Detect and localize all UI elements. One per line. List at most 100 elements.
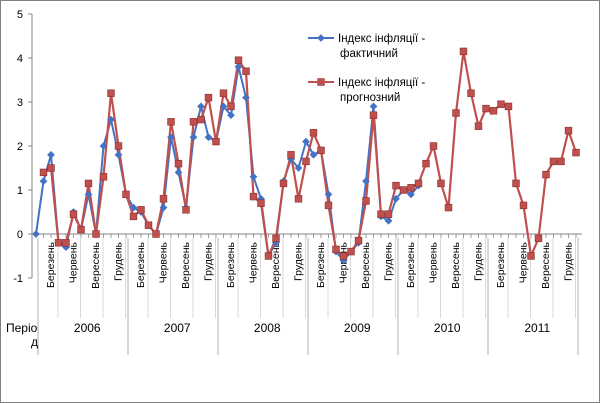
legend-label-0-line2: фактичний <box>340 48 398 60</box>
series-1-point-53 <box>429 142 438 150</box>
month-label: Вересень <box>90 241 102 288</box>
month-label: Березень <box>135 241 147 288</box>
series-1-point-7 <box>84 179 93 188</box>
series-0-point-0 <box>32 230 40 238</box>
series-1-point-10 <box>107 89 115 97</box>
series-1-point-19 <box>174 159 183 168</box>
series-1-point-63 <box>504 102 513 111</box>
series-0-point-23 <box>204 133 213 142</box>
series-0-point-7 <box>84 190 93 199</box>
month-label: Грудень <box>563 241 575 280</box>
series-1-point-39 <box>324 201 333 210</box>
series-1-point-49 <box>399 186 408 194</box>
x-axis-title-line1: Періо <box>6 321 38 335</box>
series-1-point-35 <box>294 195 303 203</box>
year-label: 2007 <box>164 321 191 335</box>
series-1-point-67 <box>534 234 543 243</box>
series-0-point-27 <box>234 62 243 71</box>
series-1-point-15 <box>144 221 153 229</box>
legend-label-0-line1: Індекс інфляції - <box>338 33 425 45</box>
month-label: Червень <box>158 241 170 283</box>
y-tick-label: 3 <box>17 97 23 109</box>
year-label: 2010 <box>434 321 461 335</box>
series-1-point-40 <box>332 245 340 254</box>
series-1-point-66 <box>527 252 535 260</box>
series-0-point-36 <box>302 137 310 146</box>
series-1-point-3 <box>54 239 63 247</box>
series-1-point-69 <box>549 157 558 166</box>
series-0-point-39 <box>324 190 333 199</box>
series-1-point-47 <box>384 210 393 218</box>
series-1-point-24 <box>212 137 220 146</box>
series-1-point-71 <box>564 126 573 135</box>
series-1-point-58 <box>467 89 475 97</box>
series-1-point-14 <box>137 206 145 214</box>
series-0-point-17 <box>159 203 168 212</box>
y-tick-label: 1 <box>17 185 23 197</box>
series-1-point-18 <box>167 118 175 126</box>
series-1-point-13 <box>129 212 138 221</box>
series-0-point-11 <box>114 150 123 159</box>
month-label: Червень <box>248 241 260 283</box>
series-1-point-59 <box>474 122 483 130</box>
series-1-point-41 <box>339 252 348 260</box>
year-label: 2011 <box>524 321 550 335</box>
series-1-point-32 <box>272 234 280 243</box>
series-1-point-72 <box>572 148 580 157</box>
legend-label-1-line2: прогнозний <box>340 92 400 104</box>
axes-layer: -1 0 1 2 3 4 5 Березень Червень Вересень Грудень 20… <box>6 9 582 355</box>
series-0-point-50 <box>407 190 415 199</box>
series-1-point-60 <box>482 104 490 113</box>
series-layer <box>32 34 580 265</box>
y-tick-label: 2 <box>17 141 23 153</box>
series-1-point-1 <box>39 168 48 177</box>
series-1-point-51 <box>414 179 423 188</box>
series-0-point-35 <box>294 164 303 172</box>
series-0-point-48 <box>392 194 400 203</box>
series-1-point-4 <box>62 239 70 247</box>
series-0-point-37 <box>309 150 318 159</box>
month-label: Грудень <box>473 241 485 280</box>
series-1-point-34 <box>287 151 295 159</box>
series-1-point-6 <box>77 225 85 234</box>
series-1-point-2 <box>47 164 55 172</box>
month-label: Червень <box>68 241 80 283</box>
series-1-point-48 <box>392 181 400 190</box>
series-1-point-21 <box>189 118 198 126</box>
series-1-point-61 <box>489 107 498 115</box>
series-1-point-22 <box>197 115 205 124</box>
month-label: Грудень <box>293 241 305 280</box>
x-axis-title-line2: д <box>31 335 38 349</box>
month-label: Червень <box>518 241 530 283</box>
series-1-point-56 <box>452 109 460 117</box>
series-1-point-70 <box>557 157 565 166</box>
series-1-point-42 <box>347 247 355 256</box>
series-1-point-45 <box>369 111 378 119</box>
month-label: Вересень <box>450 241 462 288</box>
series-1-point-57 <box>459 47 468 56</box>
month-label: Червень <box>428 241 440 283</box>
series-0-point-26 <box>227 111 235 120</box>
month-label: Грудень <box>113 241 125 280</box>
series-1-point-25 <box>219 89 228 97</box>
legend-label-0: Індекс інфляції - фактичний <box>338 33 425 60</box>
series-1-point-28 <box>242 67 250 75</box>
year-label: 2009 <box>344 321 371 335</box>
series-1-point-5 <box>69 210 78 218</box>
series-0-point-44 <box>362 177 370 186</box>
series-1-point-9 <box>99 173 108 181</box>
month-label: Вересень <box>180 241 192 288</box>
series-1-point-11 <box>114 142 123 150</box>
series-1-point-31 <box>264 252 273 260</box>
series-0-point-45 <box>369 102 378 111</box>
series-0-point-10 <box>107 115 115 124</box>
series-1-point-8 <box>92 230 100 238</box>
series-1-point-55 <box>444 203 453 212</box>
y-tick-label: 4 <box>17 53 23 65</box>
series-1-point-27 <box>234 56 243 64</box>
series-0-point-25 <box>219 102 228 111</box>
series-1-point-50 <box>407 184 415 192</box>
